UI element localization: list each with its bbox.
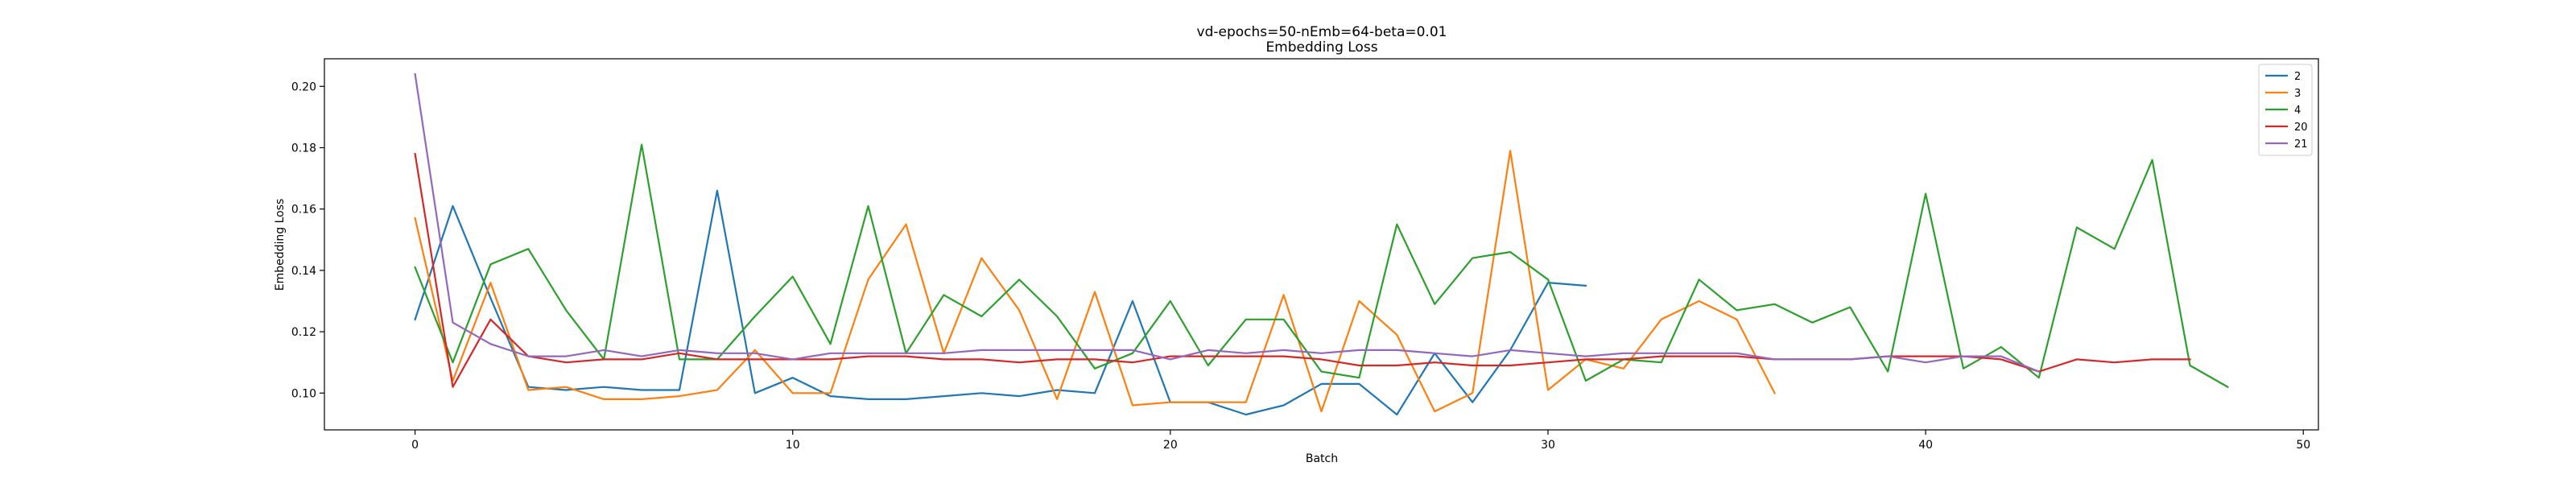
y-axis: 0.10 0.12 0.14 0.16 0.18 0.20 (291, 80, 324, 400)
y-tick-label: 0.18 (291, 142, 316, 155)
plot-area (324, 58, 2319, 431)
y-tick-label: 0.10 (291, 387, 316, 400)
x-tick-label: 0 (411, 439, 419, 452)
legend-label-20: 20 (2294, 122, 2308, 134)
chart-subtitle: Embedding Loss (1265, 39, 1377, 56)
chart-title: vd-epochs=50-nEmb=64-beta=0.01 (1197, 24, 1447, 40)
x-tick-label: 10 (786, 439, 800, 452)
y-tick-label: 0.14 (291, 265, 316, 278)
y-axis-label: Embedding Loss (274, 199, 287, 291)
x-tick-label: 50 (2296, 439, 2310, 452)
legend-label-2: 2 (2294, 71, 2301, 83)
series-line-21 (414, 72, 2041, 374)
y-tick-label: 0.20 (291, 80, 316, 93)
series-line-3 (414, 150, 1776, 413)
plot-background (324, 59, 2318, 430)
x-tick-label: 40 (1918, 439, 1933, 452)
plot-frame (324, 58, 2319, 431)
y-tick-label: 0.12 (291, 326, 316, 339)
x-tick-label: 20 (1163, 439, 1178, 452)
legend-label-3: 3 (2294, 88, 2301, 100)
x-axis-label: Batch (1306, 452, 1338, 465)
legend-label-21: 21 (2294, 138, 2308, 151)
series-line-2 (414, 189, 1587, 416)
series-line-20 (414, 152, 2191, 388)
x-tick-label: 30 (1541, 439, 1555, 452)
y-tick-label: 0.16 (291, 204, 316, 217)
legend: 2 3 4 20 21 (2258, 64, 2313, 156)
legend-label-4: 4 (2294, 105, 2301, 117)
x-axis: 0 10 20 30 40 50 (411, 430, 2310, 452)
